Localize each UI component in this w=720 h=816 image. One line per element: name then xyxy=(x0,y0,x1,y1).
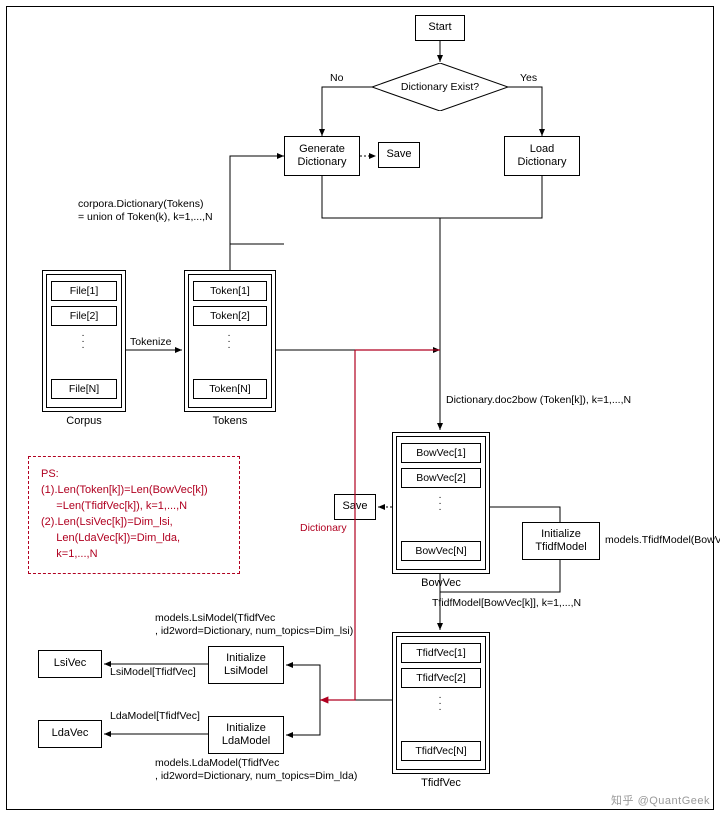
ps-l3: (2).Len(LsiVec[k])=Dim_lsi, xyxy=(41,515,227,531)
ps-note: PS: (1).Len(Token[k])=Len(BowVec[k]) =Le… xyxy=(28,456,240,574)
label-lsimodel: models.LsiModel(TfidfVec , id2word=Dicti… xyxy=(155,612,353,638)
token-2: Token[2] xyxy=(193,306,267,326)
file-1: File[1] xyxy=(51,281,117,301)
token-n: Token[N] xyxy=(193,379,267,399)
node-load-dictionary: Load Dictionary xyxy=(504,136,580,176)
node-init-lsi: Initialize LsiModel xyxy=(208,646,284,684)
caption-corpus: Corpus xyxy=(42,415,126,427)
label-lda-apply: LdaModel[TfidfVec] xyxy=(110,710,200,723)
token-1: Token[1] xyxy=(193,281,267,301)
caption-tokens: Tokens xyxy=(184,415,276,427)
watermark: 知乎 @QuantGeek xyxy=(611,792,710,808)
block-bowvec: BowVec[1] BowVec[2] ··· BowVec[N] xyxy=(392,432,490,574)
node-lsivec: LsiVec xyxy=(38,650,102,678)
node-decision: Dictionary Exist? xyxy=(372,63,508,111)
bow-2: BowVec[2] xyxy=(401,468,481,488)
label-tfidf-apply: TfidfModel[BowVec[k]], k=1,...,N xyxy=(432,597,581,610)
block-tfidfvec: TfidfVec[1] TfidfVec[2] ··· TfidfVec[N] xyxy=(392,632,490,774)
block-tokens: Token[1] Token[2] ··· Token[N] xyxy=(184,270,276,412)
node-init-lda: Initialize LdaModel xyxy=(208,716,284,754)
label-yes: Yes xyxy=(520,72,537,85)
label-lsi-apply: LsiModel[TfidfVec] xyxy=(110,666,196,679)
label-dictionary-red: Dictionary xyxy=(300,522,347,535)
block-corpus: File[1] File[2] ··· File[N] xyxy=(42,270,126,412)
tfidf-1: TfidfVec[1] xyxy=(401,643,481,663)
ps-l4: Len(LdaVec[k])=Dim_lda, xyxy=(41,531,227,547)
bow-n: BowVec[N] xyxy=(401,541,481,561)
ps-l1: (1).Len(Token[k])=Len(BowVec[k]) xyxy=(41,483,227,499)
ps-title: PS: xyxy=(41,467,227,483)
label-no: No xyxy=(330,72,343,85)
label-ldamodel: models.LdaModel(TfidfVec , id2word=Dicti… xyxy=(155,757,357,783)
node-start: Start xyxy=(415,15,465,41)
tfidf-2: TfidfVec[2] xyxy=(401,668,481,688)
file-2: File[2] xyxy=(51,306,117,326)
caption-bowvec: BowVec xyxy=(392,577,490,589)
file-n: File[N] xyxy=(51,379,117,399)
caption-tfidfvec: TfidfVec xyxy=(392,777,490,789)
label-doc2bow: Dictionary.doc2bow (Token[k]), k=1,...,N xyxy=(446,394,631,407)
label-tokenize: Tokenize xyxy=(130,336,171,349)
ps-l5: k=1,...,N xyxy=(41,547,227,563)
bow-1: BowVec[1] xyxy=(401,443,481,463)
node-save-bow: Save xyxy=(334,494,376,520)
label-corpora-dict: corpora.Dictionary(Tokens) = union of To… xyxy=(78,198,213,224)
node-save-dictionary: Save xyxy=(378,142,420,168)
ps-l2: =Len(TfidfVec[k]), k=1,...,N xyxy=(41,499,227,515)
node-generate-dictionary: Generate Dictionary xyxy=(284,136,360,176)
label-tfidfmodel-bow: models.TfidfModel(BowVec) xyxy=(605,534,720,547)
tfidf-n: TfidfVec[N] xyxy=(401,741,481,761)
node-ldavec: LdaVec xyxy=(38,720,102,748)
node-init-tfidf: Initialize TfidfModel xyxy=(522,522,600,560)
